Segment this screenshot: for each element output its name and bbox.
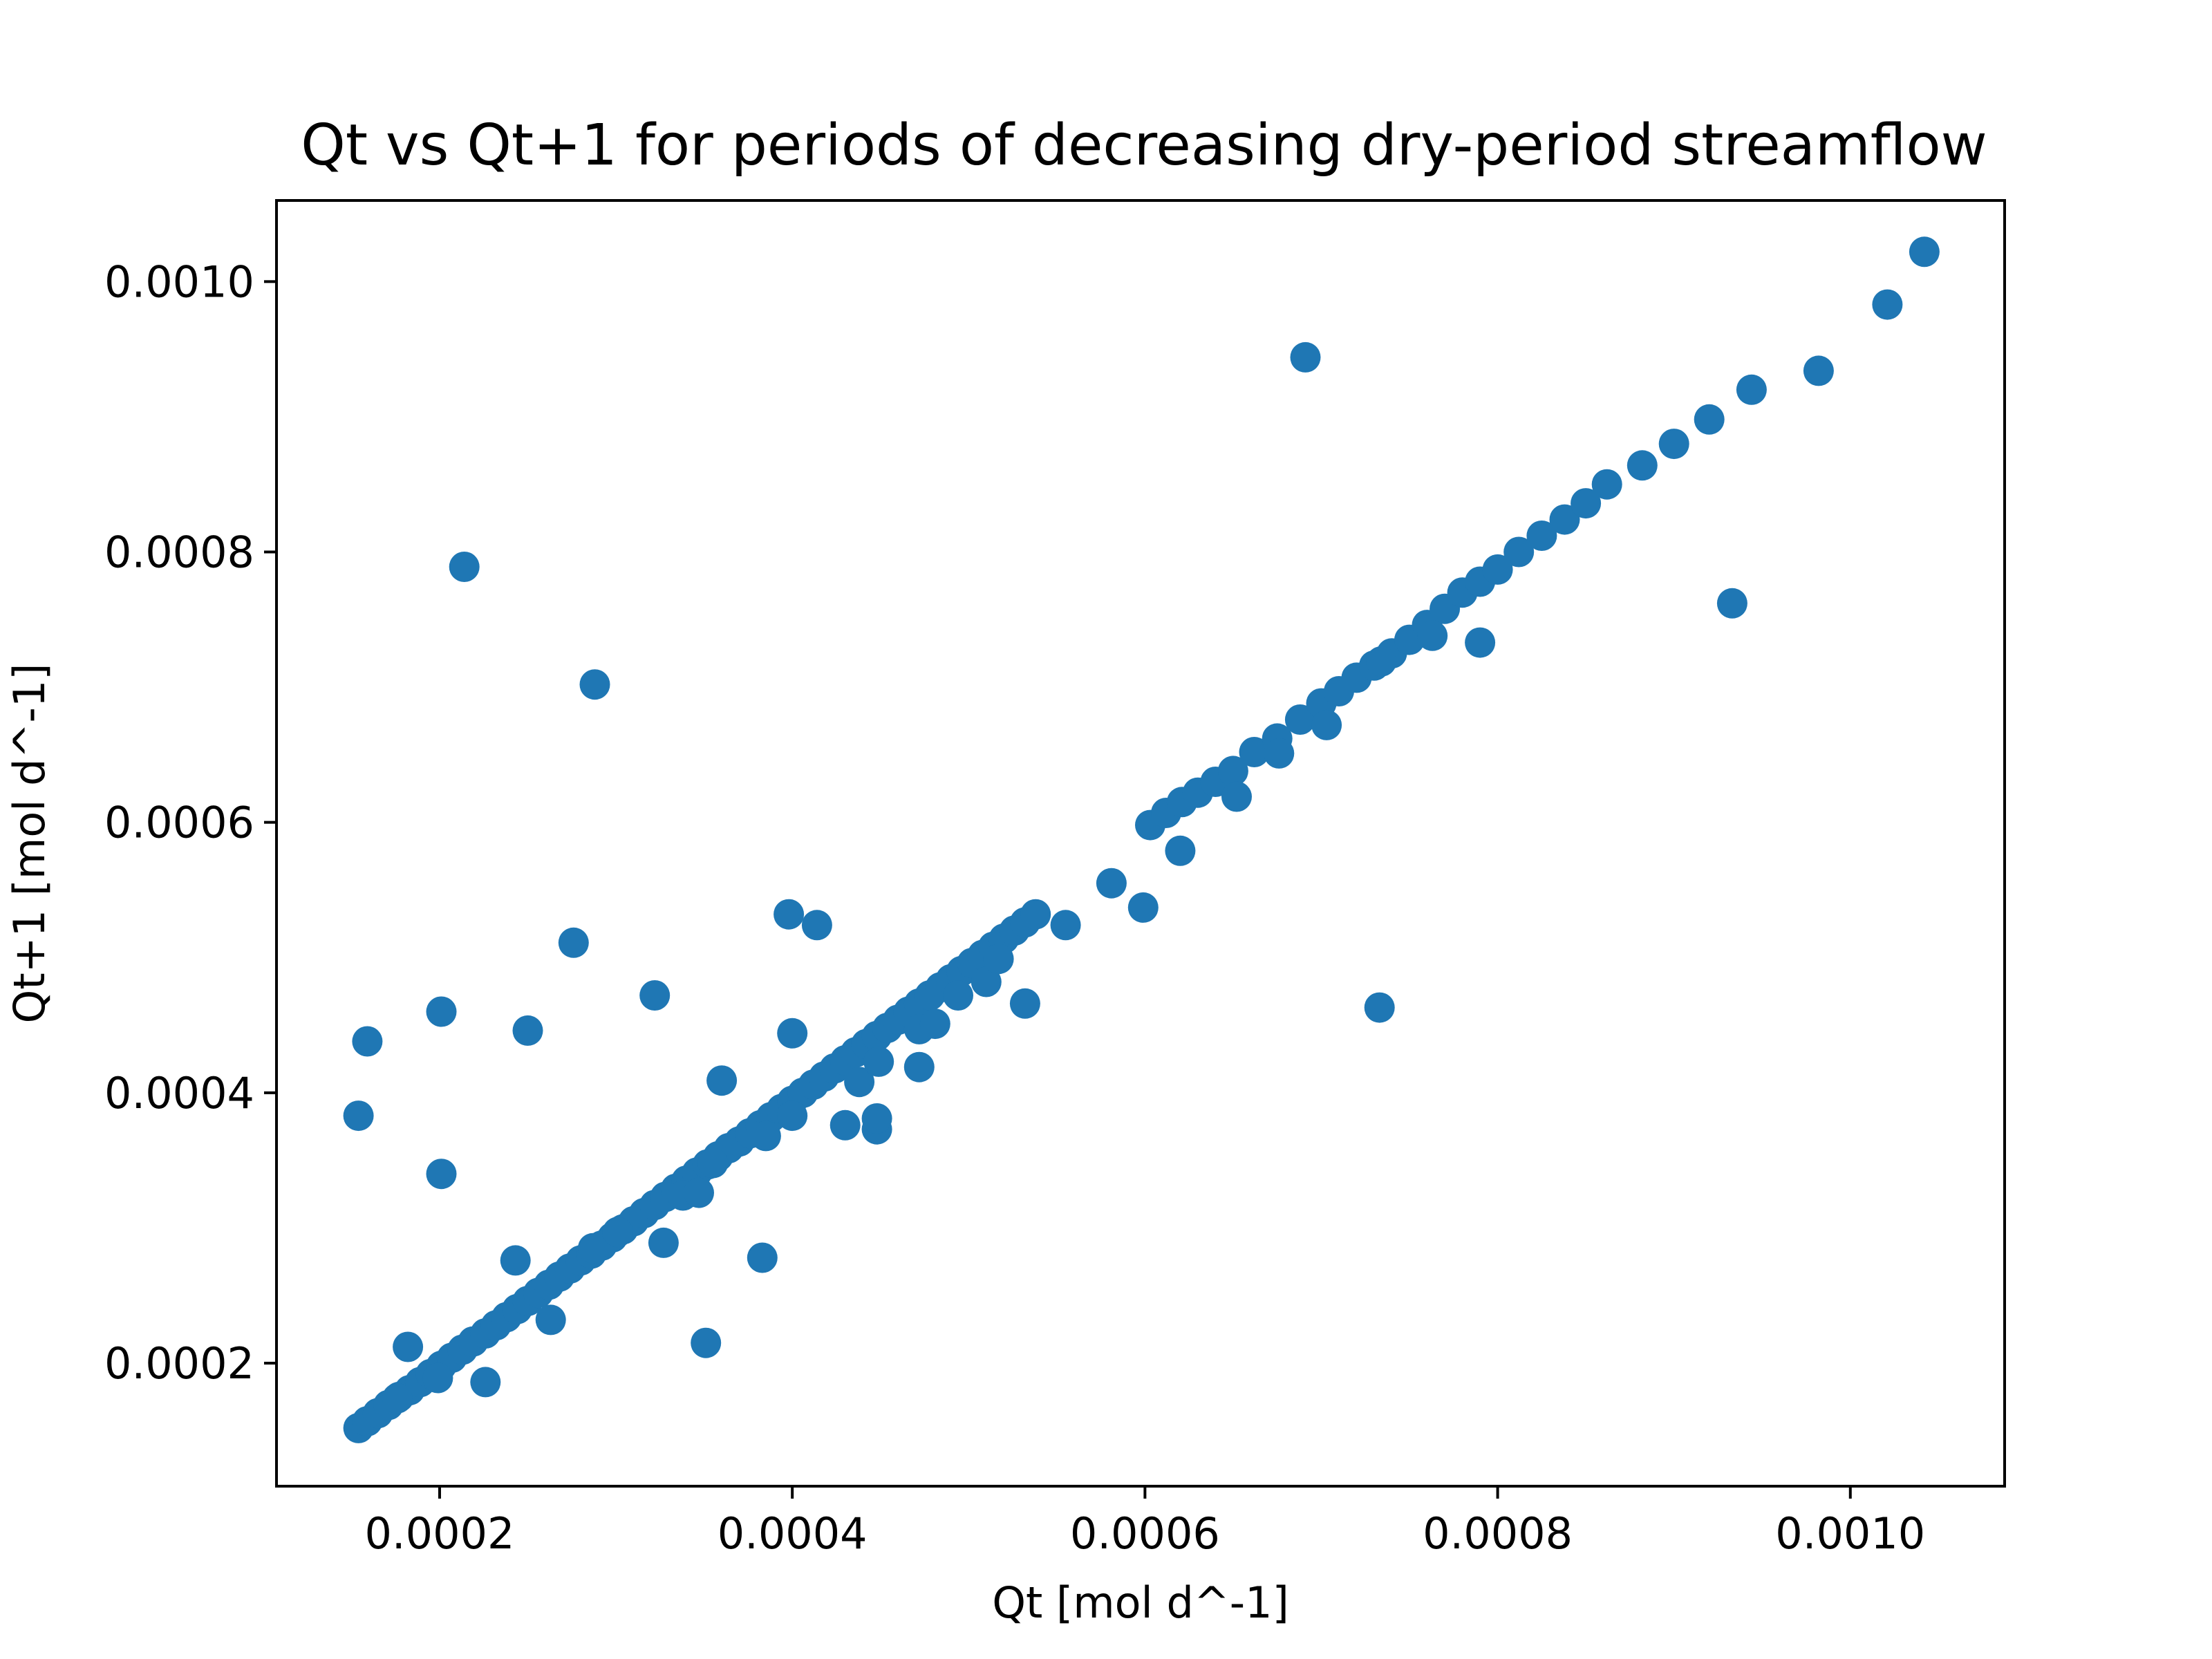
x-tick-label: 0.0010 bbox=[1775, 1508, 1925, 1559]
data-point bbox=[1221, 781, 1252, 812]
data-point bbox=[1465, 627, 1496, 658]
data-point bbox=[684, 1177, 714, 1208]
data-point bbox=[1020, 899, 1051, 930]
data-points bbox=[343, 236, 1940, 1443]
data-point bbox=[706, 1065, 738, 1096]
data-point bbox=[747, 1242, 778, 1273]
y-tick-label: 0.0004 bbox=[104, 1068, 254, 1118]
data-point bbox=[1366, 646, 1397, 677]
data-point bbox=[943, 980, 973, 1011]
data-point bbox=[801, 910, 832, 941]
data-point bbox=[577, 1232, 608, 1264]
plot-frame bbox=[275, 199, 2006, 1488]
y-tick-label: 0.0010 bbox=[104, 256, 254, 307]
data-point bbox=[1591, 469, 1622, 500]
y-tick-label: 0.0008 bbox=[104, 527, 254, 578]
data-point bbox=[1803, 355, 1834, 386]
data-point bbox=[1217, 756, 1248, 787]
data-point bbox=[691, 1327, 722, 1358]
data-point bbox=[774, 899, 805, 930]
y-axis-label: Qt+1 [mol d^-1] bbox=[4, 664, 55, 1024]
data-point bbox=[1050, 910, 1081, 941]
data-point bbox=[830, 1109, 861, 1141]
data-point bbox=[1239, 737, 1270, 767]
data-point bbox=[1284, 704, 1315, 735]
data-point bbox=[750, 1121, 781, 1152]
data-point bbox=[983, 944, 1014, 975]
data-point bbox=[648, 1227, 679, 1258]
data-point bbox=[1736, 374, 1767, 405]
data-point bbox=[579, 669, 610, 700]
x-tick-label: 0.0004 bbox=[718, 1508, 868, 1559]
data-point bbox=[1503, 536, 1535, 568]
data-point bbox=[449, 552, 480, 582]
data-point bbox=[697, 1147, 729, 1179]
data-point bbox=[777, 1018, 808, 1049]
data-point bbox=[422, 1362, 453, 1394]
data-point bbox=[1264, 738, 1295, 769]
data-point bbox=[1127, 892, 1159, 923]
data-point bbox=[343, 1100, 374, 1132]
x-tick-label: 0.0002 bbox=[364, 1508, 514, 1559]
data-point bbox=[602, 1217, 633, 1248]
y-axis-ticks: 0.0002 0.0004 0.0006 0.0008 0.0010 bbox=[104, 256, 276, 1389]
data-point bbox=[861, 1103, 892, 1134]
data-point bbox=[1364, 992, 1395, 1023]
data-point bbox=[1417, 620, 1448, 651]
data-point bbox=[971, 966, 1002, 997]
data-point bbox=[1909, 236, 1940, 268]
data-point bbox=[1165, 835, 1196, 866]
data-point bbox=[639, 980, 671, 1011]
data-point bbox=[1627, 450, 1658, 481]
data-point bbox=[1009, 988, 1040, 1019]
data-point bbox=[1482, 554, 1513, 585]
data-point bbox=[558, 927, 589, 958]
data-point bbox=[352, 1026, 383, 1057]
x-tick-label: 0.0006 bbox=[1070, 1508, 1220, 1559]
data-point bbox=[382, 1382, 413, 1414]
data-point bbox=[426, 996, 457, 1027]
data-point bbox=[1694, 404, 1725, 435]
data-point bbox=[1571, 488, 1602, 519]
x-tick-label: 0.0008 bbox=[1423, 1508, 1573, 1559]
data-point bbox=[1549, 504, 1580, 535]
data-point bbox=[1526, 521, 1557, 551]
y-tick-label: 0.0002 bbox=[104, 1338, 254, 1389]
data-point bbox=[1096, 868, 1127, 899]
x-axis-ticks: 0.0002 0.0004 0.0006 0.0008 0.0010 bbox=[364, 1486, 1925, 1559]
data-point bbox=[903, 1051, 935, 1082]
data-point bbox=[1716, 588, 1747, 619]
data-point bbox=[512, 1015, 543, 1046]
data-point bbox=[777, 1100, 808, 1132]
data-point bbox=[844, 1067, 875, 1098]
y-tick-label: 0.0006 bbox=[104, 798, 254, 848]
data-point bbox=[919, 1009, 950, 1040]
data-point bbox=[1290, 341, 1321, 373]
data-point bbox=[470, 1367, 501, 1398]
data-point bbox=[426, 1159, 457, 1190]
data-point bbox=[1872, 289, 1903, 320]
data-point bbox=[863, 1046, 894, 1077]
data-point bbox=[1311, 709, 1342, 740]
data-point bbox=[500, 1245, 531, 1276]
x-axis-label: Qt [mol d^-1] bbox=[992, 1577, 1289, 1628]
chart-title: Qt vs Qt+1 for periods of decreasing dry… bbox=[301, 113, 1987, 178]
data-point bbox=[1658, 429, 1689, 460]
data-point bbox=[393, 1331, 424, 1362]
data-point bbox=[535, 1304, 566, 1335]
